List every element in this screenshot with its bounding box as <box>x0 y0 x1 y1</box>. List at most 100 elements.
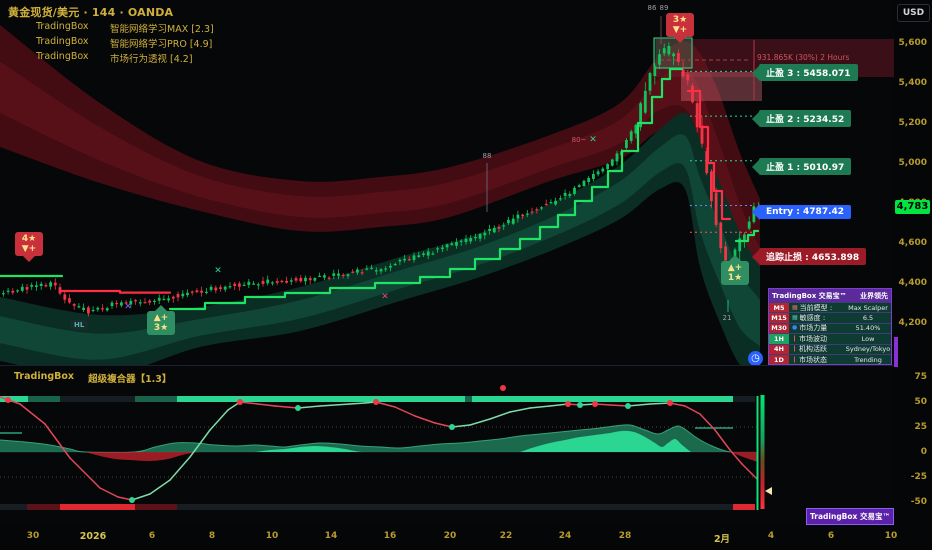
stats-value: 51.40% <box>855 324 881 333</box>
price-tick: 5,000 <box>898 158 927 168</box>
order-level-label-tp2[interactable]: 止盈 2 : 5234.52 <box>759 110 852 127</box>
timeframe-badge[interactable]: M5 <box>769 303 789 313</box>
time-tick: 2026 <box>79 531 107 542</box>
time-tick: 8 <box>208 531 216 541</box>
osc-signal-dot <box>565 401 571 407</box>
current-price-tag: 4,783 <box>895 200 930 214</box>
indicator-source: TradingBox <box>36 51 89 62</box>
stats-label: ● 市场力量 <box>789 323 845 333</box>
price-tick: 4,600 <box>898 238 927 248</box>
osc-top-strip-segment <box>28 396 60 402</box>
time-tick: 6 <box>827 531 835 541</box>
osc-top-strip-segment <box>177 396 465 402</box>
time-tick: 14 <box>324 531 338 541</box>
legend-indicator-row[interactable]: TradingBox 智能网络学习PRO [4.9] <box>8 36 214 50</box>
stats-label: ❙ 机构活跃 <box>789 344 845 354</box>
currency-button[interactable]: USD <box>897 4 930 22</box>
stats-row-icon: ❙ <box>792 355 798 363</box>
osc-red-area <box>85 452 200 461</box>
flag-line1: 3★ <box>672 15 688 25</box>
price-tick: 4,200 <box>898 318 927 328</box>
osc-top-strip-segment <box>0 396 28 402</box>
price-tick: 5,200 <box>898 118 927 128</box>
time-tick: 28 <box>618 531 632 541</box>
osc-signal-dot <box>237 399 243 405</box>
x-mark-icon: ✕ <box>124 302 132 312</box>
price-tick: 5,400 <box>898 78 927 88</box>
stats-label: ❙ 市场波动 <box>789 334 845 344</box>
osc-signal-dot <box>5 397 11 403</box>
osc-bottom-strip-segment <box>0 504 27 510</box>
tiny-annotation: 89 <box>660 4 669 12</box>
time-tick: 4 <box>767 531 775 541</box>
indicator-source: TradingBox <box>36 36 89 47</box>
price-axis[interactable]: USD 5,6005,4005,2005,0004,8004,6004,4004… <box>894 0 932 550</box>
timeframe-badge[interactable]: 1D <box>769 354 789 365</box>
osc-bottom-strip-segment <box>27 504 60 510</box>
osc-tick: 0 <box>920 447 927 457</box>
stats-label: ▦ 敏感度 : <box>789 313 845 323</box>
timeframe-badge[interactable]: 4H <box>769 344 789 354</box>
order-level-label-entry[interactable]: Entry : 4787.42 <box>759 205 852 219</box>
stats-label-text: 机构活跃 <box>799 345 828 354</box>
osc-tick: -25 <box>910 472 927 482</box>
stats-value: Trending <box>854 355 882 364</box>
signal-flag-sell-4star: 4★ ▼+ <box>15 232 43 256</box>
osc-ribbon-inner <box>520 430 691 452</box>
osc-top-strip-segment <box>135 396 177 402</box>
x-mark-icon: ✕ <box>589 135 597 145</box>
stats-row: 1H ❙ 市场波动 Low <box>769 333 891 344</box>
timeframe-badge[interactable]: 1H <box>769 334 789 344</box>
legend-indicator-row[interactable]: TradingBox 市场行为透视 [4.2] <box>8 51 214 65</box>
order-level-label-tp3[interactable]: 止盈 3 : 5458.071 <box>759 64 858 81</box>
time-tick: 22 <box>499 531 513 541</box>
order-level-label-sl[interactable]: 追踪止损 : 4653.898 <box>759 248 867 265</box>
oscillator-source: TradingBox <box>14 371 75 382</box>
osc-signal-dot <box>625 403 631 409</box>
candles-layer <box>2 42 760 317</box>
osc-top-strip-segment <box>733 396 755 402</box>
countdown-badge[interactable]: ◷ <box>748 351 763 366</box>
stats-label-text: 市场力量 <box>799 324 828 333</box>
osc-tick: 75 <box>914 372 927 382</box>
time-tick: 2月 <box>713 534 731 545</box>
timeframe-badge[interactable]: M15 <box>769 313 789 323</box>
tiny-annotation: 21 <box>723 314 732 322</box>
structure-label-hl: HL <box>70 320 89 330</box>
stats-label-text: 市场状态 <box>799 355 828 364</box>
timeframe-badge[interactable]: M30 <box>769 323 789 334</box>
stats-row: 1D ❙ 市场状态 Trending <box>769 353 891 365</box>
signal-flag-buy-3star: ▲+ 3★ <box>147 311 175 335</box>
pane-separator[interactable] <box>0 365 932 366</box>
osc-tick: -50 <box>910 497 927 507</box>
osc-ribbon-inner <box>255 446 362 452</box>
stats-row-icon: ▦ <box>792 303 798 311</box>
legend-indicator-row[interactable]: TradingBox 智能网络学习MAX [2.3] <box>8 21 214 35</box>
tiny-annotation: 80~ <box>572 136 587 144</box>
flag-line1: ▲+ <box>153 313 169 323</box>
osc-signal-dot <box>129 497 135 503</box>
tradingbox-watermark-badge: TradingBox 交易宝™ <box>806 508 894 525</box>
oscillator-pane[interactable] <box>0 366 894 524</box>
supply-zone-label: 931.865K (30%) 2 Hours <box>757 53 850 62</box>
stats-value: Low <box>861 334 875 343</box>
trail-stop-line <box>734 229 760 243</box>
stats-label-text: 市场波动 <box>799 334 828 343</box>
supply-zone <box>653 37 894 101</box>
osc-signal-dot <box>449 424 455 430</box>
osc-signal-dot <box>500 385 506 391</box>
indicator-name: 市场行为透视 [4.2] <box>110 54 193 65</box>
price-tick: 4,400 <box>898 278 927 288</box>
osc-strength-bar <box>760 395 765 509</box>
order-level-label-tp1[interactable]: 止盈 1 : 5010.97 <box>759 158 852 175</box>
tradingbox-stats-panel: TradingBox 交易宝™ 业界领先 M5 ▦ 当前模型 : Max Scalpe… <box>768 288 892 366</box>
stats-value: Sydney/Tokyo <box>845 345 891 354</box>
signal-flag-sell-3star: 3★ ▼+ <box>666 13 694 37</box>
osc-bottom-strip-segment <box>60 504 135 510</box>
time-axis[interactable]: 30 2026 6 8 10 14 16 20 22 24 28 2月 4 6 10 <box>0 524 897 550</box>
osc-bar-marker-icon <box>765 487 772 495</box>
osc-signal-dot <box>667 400 673 406</box>
stats-label: ▦ 当前模型 : <box>789 303 845 313</box>
osc-bottom-strip-segment <box>733 504 755 510</box>
